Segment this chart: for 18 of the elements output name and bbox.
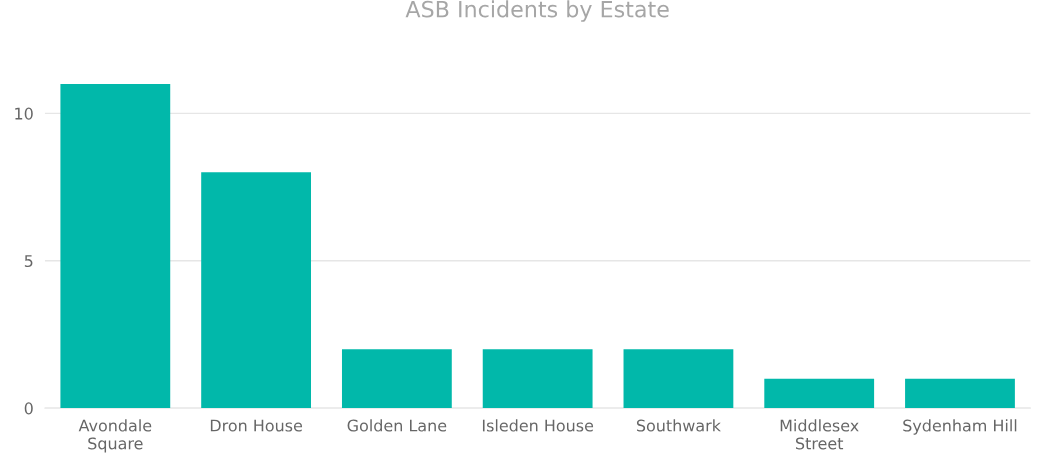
y-tick-label: 10 (15, 107, 33, 120)
bar (341, 349, 452, 409)
bar (482, 349, 593, 409)
bar (623, 349, 734, 409)
bar (201, 172, 311, 409)
x-tick-label: Southwark (636, 419, 721, 432)
x-tick-label: Middlesex Street (780, 419, 859, 450)
y-tick-label: 0 (24, 402, 33, 415)
y-tick-label: 5 (24, 255, 33, 268)
x-tick-label: Golden Lane (347, 419, 447, 432)
bar (764, 378, 875, 409)
x-tick-label: Dron House (210, 419, 303, 432)
bar (60, 83, 171, 409)
x-tick-label: Avondale Square (78, 419, 152, 453)
chart-title: ASB Incidents by Estate (405, 0, 669, 22)
bar (905, 378, 1015, 409)
x-tick-label: Isleden House (482, 419, 594, 432)
x-tick-label: Sydenham Hill (903, 419, 1017, 435)
